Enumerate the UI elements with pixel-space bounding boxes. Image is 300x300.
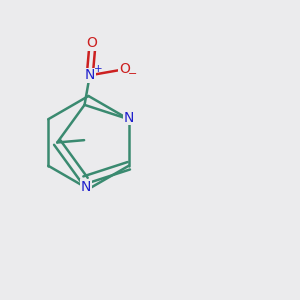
Text: N: N bbox=[124, 111, 134, 125]
Text: −: − bbox=[128, 69, 137, 79]
Text: N: N bbox=[81, 180, 91, 194]
Text: O: O bbox=[119, 62, 130, 76]
Text: N: N bbox=[85, 68, 95, 82]
Text: +: + bbox=[94, 64, 103, 74]
Text: O: O bbox=[86, 36, 98, 50]
